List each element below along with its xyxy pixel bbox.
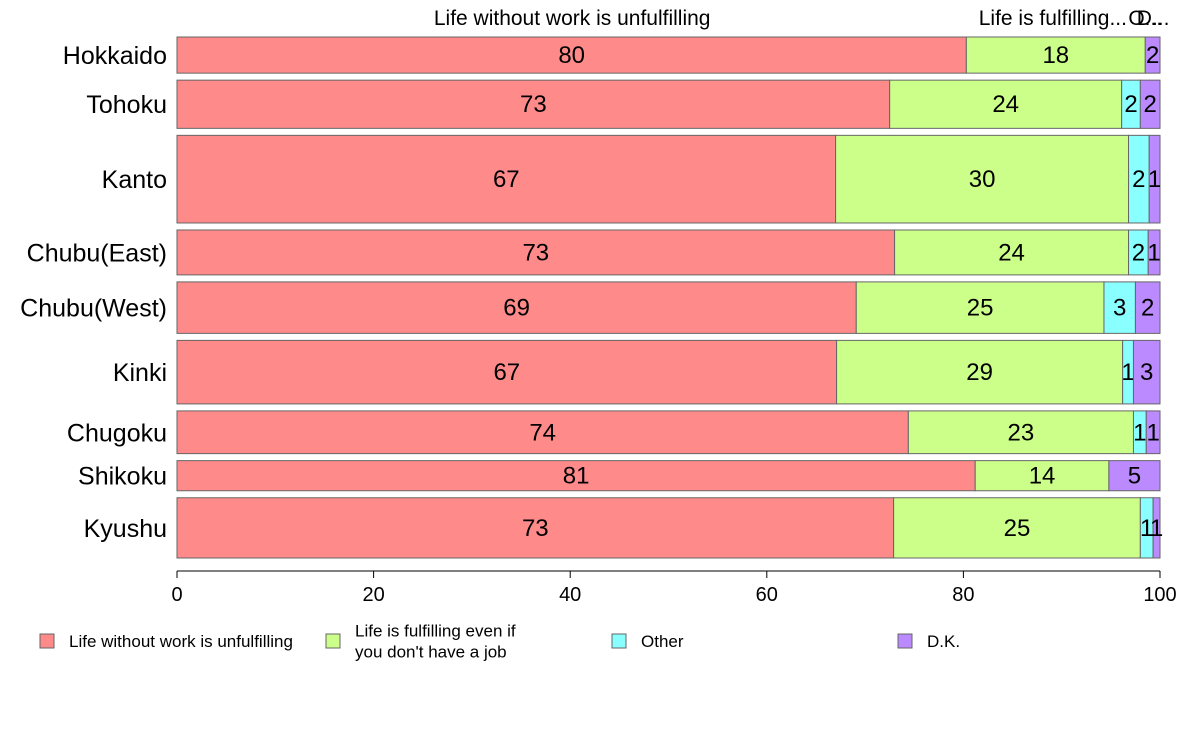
bar-segment-kyushu-1	[893, 497, 1141, 559]
category-label: Tohoku	[86, 91, 167, 119]
bar-segment-hokkaido-1	[965, 36, 1146, 74]
bars: 80 18 273 24 2 267 30 2 173 24 2 169 25 3 267 29 1 374 23 1…	[176, 36, 1163, 559]
bar-segment-kyushu-0	[176, 497, 895, 559]
category-label: Chubu(West)	[20, 295, 167, 323]
legend-swatch	[325, 633, 341, 649]
data-label: 30	[969, 166, 996, 193]
data-label: 23	[1008, 419, 1035, 446]
category-label: Chubu(East)	[27, 239, 167, 267]
x-tick-label: 0	[171, 584, 182, 606]
data-label: 1	[1150, 515, 1163, 542]
data-label: 24	[992, 91, 1019, 118]
data-label: 73	[520, 91, 547, 118]
bar-segment-hokkaido-3	[1144, 36, 1161, 74]
data-label: 2	[1124, 91, 1137, 118]
legend-swatch	[897, 633, 913, 649]
category-label: Kinki	[113, 359, 167, 387]
data-label: 67	[493, 359, 520, 386]
bar-segment-kinki-1	[836, 339, 1124, 405]
x-tick-label: 100	[1143, 584, 1176, 606]
category-label: Hokkaido	[63, 42, 167, 70]
data-label: 2	[1132, 166, 1145, 193]
data-label: 74	[529, 419, 556, 446]
bar-segment-chubu-west--2	[1103, 281, 1136, 334]
x-tick-label: 60	[756, 584, 778, 606]
bar-segment-shikoku-0	[176, 460, 976, 492]
legend-swatch	[611, 633, 627, 649]
x-tick-label: 80	[952, 584, 974, 606]
data-label: 81	[563, 463, 590, 490]
bar-segment-chubu-west--3	[1134, 281, 1161, 334]
column-header: Life without work is unfulfilling	[434, 7, 711, 30]
data-label: 1	[1133, 419, 1146, 446]
column-header: Life is fulfilling...	[979, 7, 1127, 30]
legend-label: Other	[641, 632, 684, 651]
bar-segment-tohoku-0	[176, 79, 891, 129]
data-label: 2	[1132, 239, 1145, 266]
legend-label: D.K.	[927, 632, 960, 651]
data-label: 18	[1042, 42, 1069, 69]
legend: Life without work is unfulfilling Life is…	[39, 622, 960, 662]
column-headers: Life without work is unfulfilling Life is…	[434, 7, 1170, 30]
data-label: 73	[522, 239, 549, 266]
data-label: 25	[967, 295, 994, 322]
data-label: 24	[998, 239, 1025, 266]
bar-segment-kinki-3	[1132, 339, 1161, 405]
category-label: Kyushu	[84, 515, 167, 543]
category-label: Chugoku	[67, 419, 167, 447]
category-label: Shikoku	[78, 463, 167, 491]
bar-segment-kanto-1	[835, 134, 1130, 224]
category-label: Kanto	[102, 166, 167, 194]
data-label: 2	[1143, 91, 1156, 118]
column-header: D...	[1137, 7, 1170, 30]
data-label: 2	[1141, 295, 1154, 322]
data-label: 80	[558, 42, 585, 69]
data-label: 1	[1146, 419, 1159, 446]
bar-segment-chugoku-3	[1145, 410, 1161, 455]
bar-segment-shikoku-3	[1108, 460, 1161, 492]
category-labels: Hokkaido Tohoku Kanto Chubu(East) Chubu(West…	[20, 42, 167, 543]
bar-segment-tohoku-1	[889, 79, 1123, 129]
legend-swatch	[39, 633, 55, 649]
bar-segment-chugoku-0	[176, 410, 909, 455]
legend-label: Life is fulfilling even if	[355, 622, 516, 641]
data-label: 3	[1113, 295, 1126, 322]
column-header: O...	[1128, 7, 1162, 30]
data-label: 1	[1148, 166, 1161, 193]
bar-segment-kanto-0	[176, 134, 837, 224]
data-label: 1	[1121, 359, 1134, 386]
data-label: 69	[503, 295, 530, 322]
x-tick-label: 20	[362, 584, 384, 606]
bar-segment-chubu-east--1	[894, 229, 1130, 276]
data-label: 1	[1147, 239, 1160, 266]
bar-segment-chugoku-1	[907, 410, 1134, 455]
bar-segment-kanto-3	[1148, 134, 1161, 224]
x-axis: 0 20 40 60 80 100	[171, 570, 1177, 606]
data-label: 2	[1146, 42, 1159, 69]
bar-segment-kinki-0	[176, 339, 838, 405]
data-label: 3	[1140, 359, 1153, 386]
bar-segment-chubu-east--3	[1147, 229, 1161, 276]
data-label: 1	[1140, 515, 1153, 542]
bar-segment-kyushu-3	[1152, 497, 1161, 559]
x-tick-label: 40	[559, 584, 581, 606]
data-label: 25	[1004, 515, 1031, 542]
data-label: 73	[522, 515, 549, 542]
legend-label: you don't have a job	[355, 643, 507, 662]
data-label: 29	[966, 359, 993, 386]
bar-segment-shikoku-1	[974, 460, 1110, 492]
bar-segment-tohoku-3	[1139, 79, 1161, 129]
bar-segment-chubu-west--1	[855, 281, 1105, 334]
bar-segment-chubu-west--0	[176, 281, 857, 334]
data-label: 5	[1128, 463, 1141, 490]
data-label: 14	[1029, 463, 1056, 490]
legend-label: Life without work is unfulfilling	[69, 632, 293, 651]
data-label: 67	[493, 166, 520, 193]
